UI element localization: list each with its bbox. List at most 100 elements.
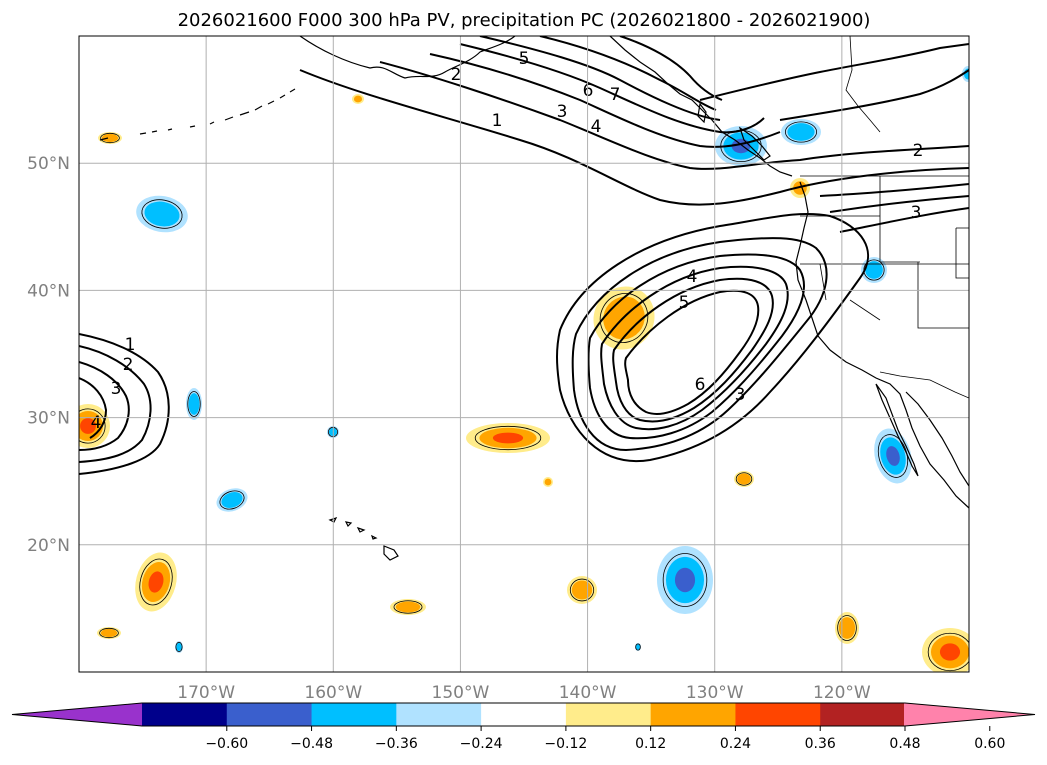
precip-anomaly-area — [781, 119, 821, 145]
pv-contour-labels: 2 1 5 3 4 6 7 2 3 4 5 6 3 1 2 3 4 — [91, 49, 924, 433]
colorbar-segment — [650, 703, 736, 726]
precip-anomaly-area — [98, 132, 122, 144]
precip-anomaly-level — [176, 642, 182, 652]
precip-anomaly-level — [100, 628, 118, 638]
contour-label: 4 — [591, 117, 602, 137]
precip-anomaly-level — [886, 446, 900, 466]
pv-contour-cutoff-2 — [571, 237, 828, 452]
precip-anomaly-level — [492, 432, 524, 444]
precip-anomaly-area — [874, 428, 912, 484]
precip-anomaly-level — [148, 571, 164, 593]
pv-contour-north-4 — [459, 43, 765, 134]
precip-anomaly-level — [737, 473, 751, 485]
precip-anomaly-level — [80, 418, 96, 434]
precip-anomaly-outline — [393, 600, 423, 614]
precip-anomaly-outline — [327, 426, 339, 438]
contour-label: 3 — [911, 203, 922, 223]
alaska-canada-border — [845, 36, 881, 133]
pv-contour-north-5 — [479, 36, 721, 121]
colorbar-segment — [396, 703, 482, 726]
lon-tick-label: 120°W — [813, 683, 871, 703]
contour-label: 3 — [557, 102, 568, 122]
precip-anomaly-level — [787, 123, 815, 141]
precip-anomaly-outline — [735, 472, 753, 486]
colorbar-tick-label: −0.48 — [290, 736, 333, 752]
map-panel: 2 1 5 3 4 6 7 2 3 4 5 6 3 1 2 3 4 — [78, 35, 970, 673]
precip-anomaly-outline — [569, 578, 595, 602]
precip-anomaly-area — [922, 628, 969, 672]
contour-label: 2 — [123, 355, 134, 375]
precip-anomaly-outline — [187, 391, 201, 417]
precip-anomaly-level — [635, 644, 641, 650]
lat-tick-label: 50°N — [27, 154, 70, 174]
precip-anomaly-area — [835, 612, 859, 644]
pv-contour-west-4 — [79, 377, 108, 439]
precip-anomaly-level — [395, 601, 421, 613]
latitude-tick-labels: 20°N 30°N 40°N 50°N — [27, 154, 70, 556]
contour-label: 1 — [492, 111, 503, 131]
precip-anomaly-level — [188, 393, 200, 415]
lat-tick-label: 30°N — [27, 409, 70, 429]
pv-contour-north-7 — [619, 36, 723, 101]
us-mexico-border — [879, 371, 969, 399]
pv-contour-north-1 — [299, 69, 969, 206]
precip-anomaly-level — [865, 261, 883, 279]
vancouver-island — [738, 126, 771, 161]
precip-anomaly-level — [221, 492, 243, 508]
precip-anomaly-area — [135, 552, 177, 612]
precip-anomaly-area — [175, 641, 183, 653]
precip-anomaly-outline — [662, 553, 708, 607]
colorbar-extend-high — [904, 703, 1035, 726]
map-title: 2026021600 F000 300 hPa PV, precipitatio… — [178, 10, 871, 31]
precip-anomaly-outline — [635, 643, 641, 651]
contour-label: 3 — [735, 385, 746, 405]
contour-label: 2 — [451, 65, 462, 85]
pv-contour-cutoff-5 — [612, 277, 774, 423]
precip-anomaly-level — [101, 133, 119, 143]
precip-anomaly-area — [657, 546, 713, 614]
colorbar-segment — [481, 703, 567, 726]
contour-label: 1 — [125, 335, 136, 355]
precip-anomaly-outline — [785, 121, 818, 143]
precip-anomaly-outline — [837, 615, 857, 641]
colorbar-segment — [311, 703, 397, 726]
precip-anomaly-area — [734, 471, 754, 487]
pv-contour-ridge-b — [779, 69, 969, 121]
pv-contour-north-3 — [429, 53, 781, 148]
colorbar: −0.60 −0.48 −0.36 −0.24 −0.12 0.12 0.24 0.36 0.4… — [11, 702, 1036, 752]
colorbar-segment — [142, 703, 228, 726]
contour-label: 4 — [91, 413, 102, 433]
contour-label: 2 — [913, 141, 924, 161]
political-borders — [800, 36, 969, 399]
precip-anomaly-area — [390, 599, 426, 615]
mexico-mainland-coast — [905, 391, 969, 487]
precip-anomaly-outline — [927, 632, 969, 672]
colorbar-tick-label: −0.24 — [460, 736, 503, 752]
haida-gwaii — [697, 102, 707, 124]
colorbar-tick-label: 0.60 — [974, 736, 1005, 752]
precip-anomaly-outline — [599, 293, 649, 343]
alaska-coastline — [299, 36, 516, 79]
precip-anomaly-outline — [99, 627, 119, 639]
pv-contour-cutoff-1 — [556, 212, 870, 463]
precip-anomaly-area — [97, 627, 121, 639]
colorbar-tick-label: 0.24 — [720, 736, 751, 752]
coastlines — [99, 36, 969, 561]
precip-anomaly-area — [186, 388, 202, 420]
colorbar-tick-label: −0.12 — [544, 736, 587, 752]
precip-anomaly-outline — [100, 132, 120, 144]
lon-tick-label: 150°W — [432, 683, 490, 703]
pv-contour-west-2 — [79, 345, 152, 463]
precip-anomaly-area — [466, 423, 550, 453]
aleutian-islands — [99, 88, 296, 141]
lon-tick-label: 130°W — [686, 683, 744, 703]
pv-contour-cutoff-4 — [600, 265, 789, 431]
contour-label: 6 — [695, 375, 706, 395]
contour-label: 4 — [687, 267, 698, 287]
precip-anomaly-level — [838, 617, 856, 639]
precip-anomaly-outline — [175, 641, 183, 653]
pv-contour-ridge-a — [699, 43, 969, 101]
colorbar-tick-label: −0.36 — [375, 736, 418, 752]
pv-contour-east-a — [819, 183, 969, 197]
